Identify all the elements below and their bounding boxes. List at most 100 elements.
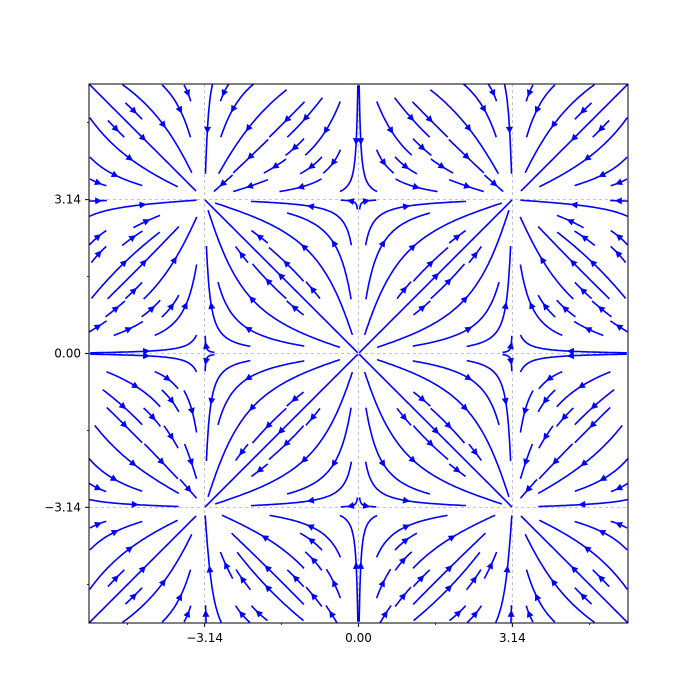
- stream-arrow: [598, 530, 607, 537]
- stream-arrow: [139, 201, 147, 209]
- stream-arrow: [352, 561, 360, 569]
- stream-arrow: [501, 397, 509, 406]
- stream-arrow: [143, 352, 151, 360]
- stream-arrow: [310, 557, 319, 565]
- stream-arrow: [525, 484, 533, 493]
- y-tick-label: 3.14: [54, 193, 81, 207]
- x-tick-label: −3.14: [186, 631, 223, 645]
- x-axis-ticks: −3.14 0.00 3.14: [127, 623, 590, 645]
- stream-arrow: [128, 235, 137, 242]
- stream-arrow: [94, 483, 102, 491]
- y-axis-ticks: −3.14 0.00 3.14: [44, 122, 89, 585]
- stream-arrow: [187, 458, 194, 466]
- stream-arrow: [138, 133, 147, 142]
- stream-arrow: [183, 610, 190, 618]
- stream-arrow: [398, 557, 407, 565]
- stream-arrow: [93, 324, 102, 331]
- stream-arrow: [111, 124, 119, 132]
- stream-arrow: [378, 459, 386, 468]
- stream-arrow: [542, 396, 550, 405]
- stream-arrow: [245, 123, 253, 132]
- stream-arrow: [249, 296, 257, 304]
- stream-arrow: [583, 153, 592, 161]
- stream-arrow: [378, 239, 386, 248]
- stream-arrow: [110, 170, 119, 177]
- stream-arrow: [418, 143, 426, 151]
- stream-arrow: [167, 302, 175, 311]
- stream-arrow: [486, 561, 493, 570]
- stream-arrow: [444, 278, 452, 286]
- stream-arrow: [501, 301, 509, 310]
- stream-arrow: [208, 397, 216, 406]
- stream-arrow: [323, 126, 331, 134]
- stream-arrow: [580, 235, 589, 242]
- stream-arrow: [310, 592, 319, 601]
- stream-arrow: [247, 152, 255, 160]
- stream-arrow: [307, 162, 316, 170]
- stream-arrow: [125, 153, 134, 161]
- stream-arrow: [158, 120, 166, 129]
- stream-arrow: [256, 465, 264, 473]
- stream-arrow: [203, 341, 210, 350]
- x-tick-label: 3.14: [499, 631, 526, 645]
- stream-arrow: [590, 401, 599, 410]
- stream-arrow: [131, 381, 139, 389]
- stream-arrow: [362, 502, 371, 509]
- stream-arrow: [158, 578, 166, 587]
- stream-arrow: [292, 575, 301, 583]
- stream-arrow: [332, 579, 339, 588]
- stream-arrow: [488, 89, 496, 97]
- stream-arrow: [204, 126, 212, 134]
- stream-arrow: [418, 305, 426, 313]
- stream-arrow: [138, 565, 147, 574]
- stream-arrow: [460, 296, 468, 304]
- stream-arrow: [264, 565, 272, 573]
- stream-arrow: [425, 115, 433, 123]
- stream-arrow: [111, 305, 120, 314]
- stream-arrow: [570, 133, 579, 142]
- stream-arrow: [129, 106, 137, 114]
- y-tick-label: −3.14: [44, 500, 81, 514]
- stream-arrow: [445, 565, 453, 573]
- stream-arrow: [128, 459, 137, 467]
- stream-arrow: [408, 455, 416, 463]
- stream-arrow: [129, 593, 137, 601]
- stream-arrow: [118, 401, 127, 410]
- stream-arrow: [291, 305, 299, 313]
- stream-arrow: [307, 537, 316, 545]
- stream-arrow: [306, 203, 315, 211]
- stream-arrow: [615, 178, 623, 185]
- stream-arrow: [527, 89, 534, 97]
- stream-arrow: [507, 357, 514, 366]
- stream-arrow: [94, 522, 102, 529]
- stream-arrow: [231, 104, 238, 113]
- stream-arrow: [426, 260, 434, 268]
- stream-arrow: [306, 524, 315, 531]
- stream-arrow: [399, 286, 407, 294]
- stream-arrow: [240, 575, 247, 584]
- stream-arrow: [583, 546, 592, 554]
- stream-arrow: [386, 126, 394, 134]
- stream-arrow: [431, 426, 440, 435]
- stream-arrow: [551, 120, 559, 129]
- stream-arrow: [310, 413, 318, 421]
- stream-arrow: [546, 374, 554, 382]
- stream-arrow: [523, 458, 530, 466]
- stream-arrow: [615, 324, 624, 331]
- stream-arrow: [219, 179, 228, 187]
- stream-arrow: [291, 394, 299, 402]
- stream-arrow: [566, 352, 574, 360]
- stream-arrow: [306, 496, 315, 504]
- stream-arrow: [310, 286, 318, 294]
- stream-arrow: [378, 579, 385, 588]
- stream-arrow: [584, 327, 593, 334]
- stream-arrow: [265, 278, 273, 286]
- stream-arrow: [283, 439, 291, 447]
- stream-arrow: [163, 374, 171, 382]
- stream-arrow: [167, 396, 175, 405]
- stream-arrow: [120, 420, 128, 428]
- stream-arrow: [181, 301, 188, 310]
- stream-arrow: [206, 565, 214, 573]
- stream-arrow: [580, 106, 588, 114]
